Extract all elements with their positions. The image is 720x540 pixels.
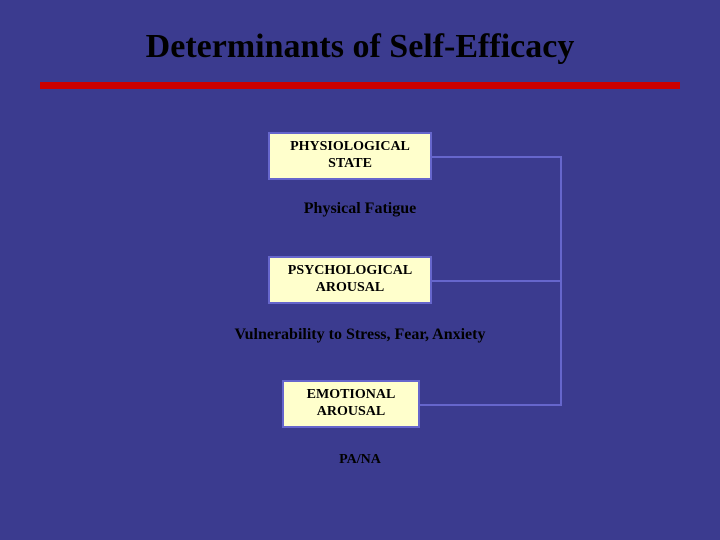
- box-line: AROUSAL: [317, 404, 385, 421]
- box-line: PHYSIOLOGICAL: [290, 139, 410, 156]
- title-underline: [40, 82, 680, 89]
- sublabel-vulnerability: Vulnerability to Stress, Fear, Anxiety: [0, 326, 720, 344]
- box-physiological-state: PHYSIOLOGICAL STATE: [268, 132, 432, 180]
- slide-title: Determinants of Self-Efficacy: [0, 28, 720, 66]
- box-emotional-arousal: EMOTIONAL AROUSAL: [282, 380, 420, 428]
- sublabel-physical-fatigue: Physical Fatigue: [0, 200, 720, 218]
- slide: Determinants of Self-Efficacy PHYSIOLOGI…: [0, 0, 720, 540]
- sublabel-pana: PA/NA: [0, 452, 720, 468]
- box-line: AROUSAL: [316, 280, 384, 297]
- box-line: EMOTIONAL: [307, 387, 396, 404]
- box-line: STATE: [328, 156, 372, 173]
- box-line: PSYCHOLOGICAL: [288, 263, 412, 280]
- box-psychological-arousal: PSYCHOLOGICAL AROUSAL: [268, 256, 432, 304]
